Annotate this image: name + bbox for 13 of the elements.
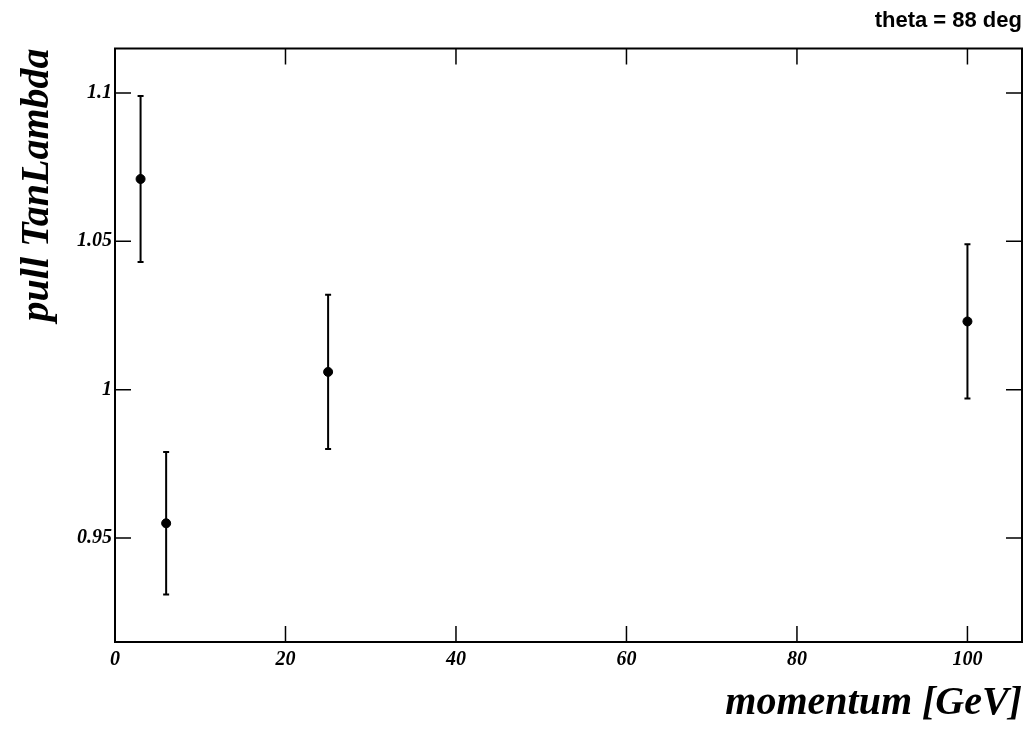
x-axis-title: momentum [GeV] [725, 678, 1022, 724]
y-tick-label: 1 [102, 376, 112, 399]
y-tick-label: 1.05 [77, 228, 112, 251]
chart-title: theta = 88 deg [874, 7, 1022, 33]
x-tick-label: 20 [274, 647, 296, 670]
x-tick-label: 100 [952, 647, 983, 670]
x-tick-label: 80 [786, 647, 807, 670]
y-tick-label: 0.95 [77, 525, 112, 548]
x-tick-label: 0 [110, 647, 120, 670]
y-tick-label: 1.1 [87, 80, 112, 103]
x-tick-label: 60 [616, 647, 637, 670]
y-axis-title: pull TanLambda [12, 48, 58, 325]
x-tick-label: 40 [444, 647, 466, 670]
